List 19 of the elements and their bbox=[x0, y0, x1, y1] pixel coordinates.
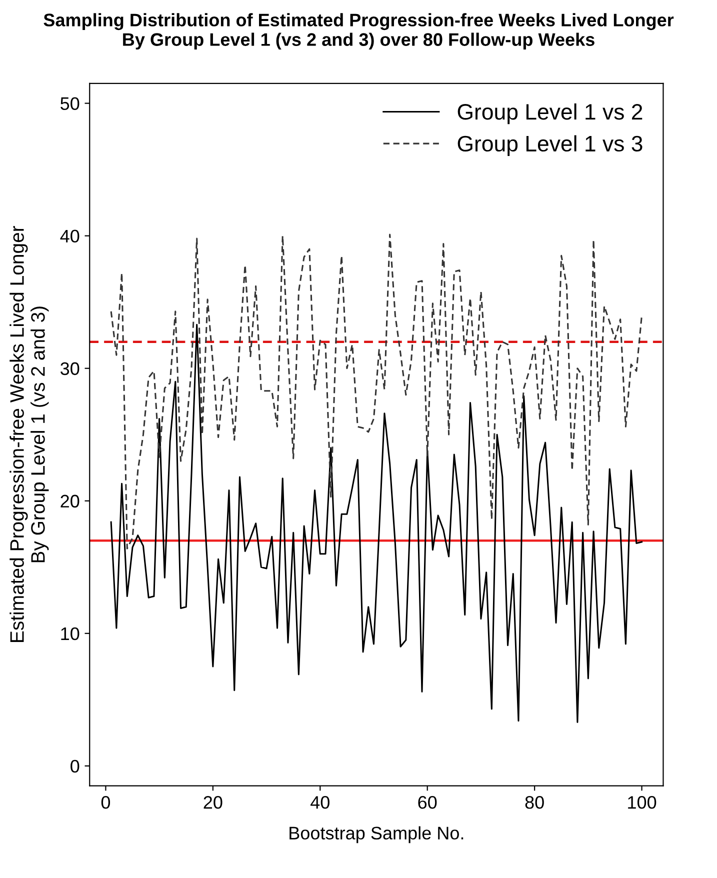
y-tick-label: 30 bbox=[60, 362, 80, 376]
y-tick-label: 20 bbox=[60, 494, 80, 508]
y-tick-label: 0 bbox=[70, 760, 80, 773]
y-tick-label: 40 bbox=[60, 230, 80, 243]
y-axis-title: Estimated Progression-free Weeks Lived Longer By Group Level 1 (vs 2 and 3) bbox=[10, 226, 49, 642]
line-series bbox=[110, 324, 643, 723]
y-tick-label: 10 bbox=[61, 627, 80, 640]
x-axis-title: Bootstrap Sample No. bbox=[290, 826, 464, 844]
x-tick-label: 60 bbox=[418, 796, 437, 809]
x-tick-label: 0 bbox=[101, 796, 110, 809]
x-tick-label: 40 bbox=[310, 796, 330, 809]
x-tick-label: 80 bbox=[525, 796, 544, 809]
x-tick-label: 20 bbox=[204, 796, 222, 809]
chart-title: Sampling Distribution of Estimated Progression-free Weeks Lived Longer By Group Level 1 (vs 2 and 3) over 80 Follow-up Weeks bbox=[44, 13, 674, 50]
legend-label: Group Level 1 vs 3 bbox=[458, 135, 642, 156]
line-series bbox=[110, 234, 643, 550]
x-tick-label: 100 bbox=[628, 796, 656, 809]
legend-label: Group Level 1 vs 2 bbox=[458, 103, 642, 124]
y-tick-label: 50 bbox=[60, 97, 80, 110]
